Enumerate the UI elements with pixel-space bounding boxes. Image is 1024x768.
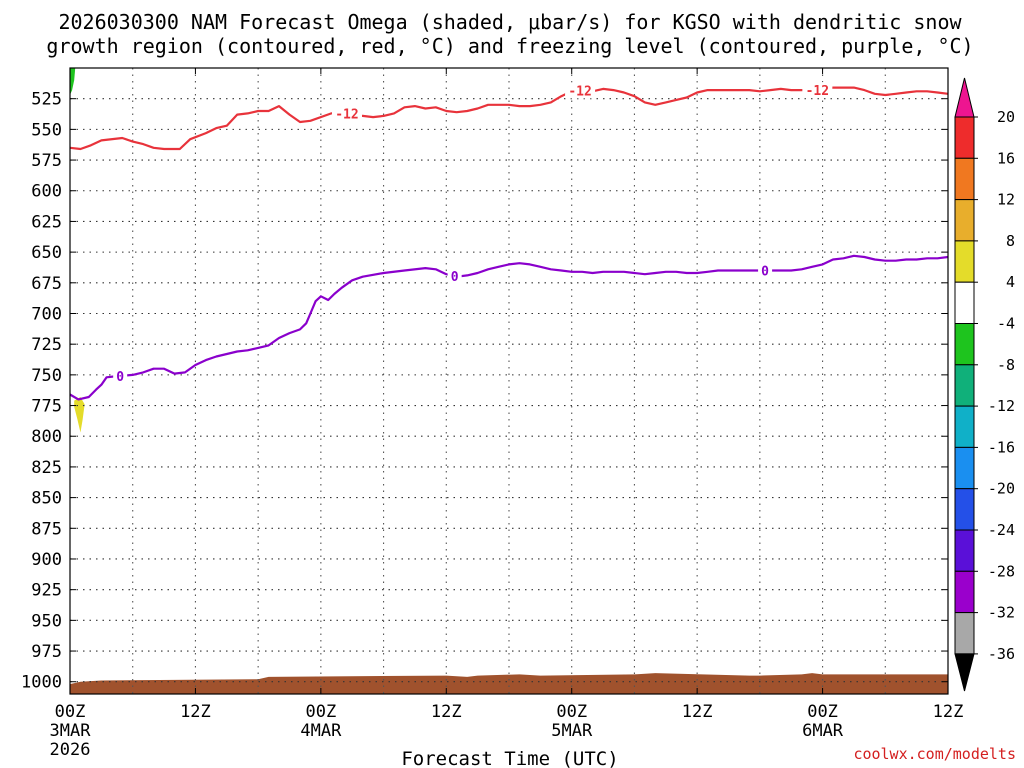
ytick-label-1000: 1000 xyxy=(21,673,62,693)
colorbar-label-7: -12 xyxy=(988,397,1015,415)
contour-label-1-1: 0 xyxy=(451,270,459,285)
contour-label-bg-1-0 xyxy=(113,367,128,384)
ytick-label-800: 800 xyxy=(31,427,62,447)
xtick-label-12h: 12Z xyxy=(180,702,211,722)
colorbar-band-1 xyxy=(954,157,975,201)
contour-label-bg-0-1 xyxy=(565,82,596,99)
contour-label-bg-0-2 xyxy=(802,82,833,99)
ytick-label-825: 825 xyxy=(31,458,62,478)
xtick-label-0h: 00Z xyxy=(55,702,86,722)
x-axis-label: Forecast Time (UTC) xyxy=(401,748,618,768)
colorbar-label-4: 4 xyxy=(1006,273,1015,291)
credit-text: coolwx.com/modelts xyxy=(853,745,1016,763)
contour-label-1-0: 0 xyxy=(116,370,124,385)
ytick-label-650: 650 xyxy=(31,243,62,263)
colorbar-bottom-arrow xyxy=(954,653,975,692)
xtick-date-0h: 3MAR xyxy=(50,721,92,741)
colorbar-label-1: 16 xyxy=(997,149,1015,167)
contour-label-bg-1-1 xyxy=(447,268,462,285)
colorbar-label-2: 12 xyxy=(997,191,1015,209)
colorbar-label-11: -28 xyxy=(988,562,1015,580)
ytick-label-550: 550 xyxy=(31,120,62,140)
chart-title-line1: 2026030300 NAM Forecast Omega (shaded, μ… xyxy=(58,10,962,34)
xtick-date-72h: 6MAR xyxy=(802,721,844,741)
xtick-label-24h: 00Z xyxy=(305,702,336,722)
xtick-year-0h: 2026 xyxy=(50,740,91,760)
xtick-label-72h: 00Z xyxy=(807,702,838,722)
contour-label-bg-1-2 xyxy=(758,262,773,279)
ytick-label-900: 900 xyxy=(31,550,62,570)
ytick-label-600: 600 xyxy=(31,182,62,202)
colorbar-label-8: -16 xyxy=(988,438,1015,456)
xtick-label-48h: 00Z xyxy=(556,702,587,722)
colorbar-label-13: -36 xyxy=(988,645,1015,663)
ytick-label-725: 725 xyxy=(31,335,62,355)
colorbar-label-6: -8 xyxy=(997,356,1015,374)
colorbar-label-12: -32 xyxy=(988,604,1015,622)
xtick-date-48h: 5MAR xyxy=(551,721,593,741)
contour-label-1-2: 0 xyxy=(761,265,769,280)
colorbar-band-10 xyxy=(954,529,975,572)
colorbar-label-0: 20 xyxy=(997,108,1015,126)
colorbar-band-7 xyxy=(954,405,975,448)
colorbar-band-3 xyxy=(954,240,975,283)
colorbar-label-5: -4 xyxy=(997,315,1015,333)
contour-label-bg-0-0 xyxy=(331,105,362,122)
colorbar-label-10: -24 xyxy=(988,521,1015,539)
ytick-label-750: 750 xyxy=(31,366,62,386)
colorbar-band-9 xyxy=(954,488,975,531)
ytick-label-925: 925 xyxy=(31,581,62,601)
ytick-label-950: 950 xyxy=(31,611,62,631)
plot-area: 525 550 575 600 625 650 675 700 725 750 775 800 825 8… xyxy=(21,67,964,760)
contour-label-0-2: -12 xyxy=(806,84,829,99)
chart-title-line2: growth region (contoured, red, °C) and f… xyxy=(46,34,973,58)
colorbar-band-4 xyxy=(954,281,975,325)
omega-colorbar: 20 16 12 8 4 -4 -8 -12 -16 -20 -24 -28 -32 -36 xyxy=(954,77,1015,692)
terrain-fill xyxy=(70,673,948,694)
colorbar-band-6 xyxy=(954,364,975,407)
ytick-label-775: 775 xyxy=(31,397,62,417)
xtick-date-24h: 4MAR xyxy=(300,721,342,741)
colorbar-band-5 xyxy=(954,323,975,366)
colorbar-band-11 xyxy=(954,570,975,614)
colorbar-label-9: -20 xyxy=(988,480,1015,498)
omega-yellow-patch xyxy=(74,396,85,433)
xtick-label-84h: 12Z xyxy=(933,702,964,722)
xtick-label-36h: 12Z xyxy=(431,702,462,722)
ytick-label-675: 675 xyxy=(31,274,62,294)
ytick-label-575: 575 xyxy=(31,151,62,171)
ytick-label-525: 525 xyxy=(31,90,62,110)
colorbar-band-12 xyxy=(954,612,975,655)
contour-line-freezing xyxy=(69,254,949,401)
ytick-label-975: 975 xyxy=(31,642,62,662)
plot-frame xyxy=(69,67,949,695)
colorbar-band-0 xyxy=(954,116,975,159)
colorbar-band-8 xyxy=(954,446,975,490)
colorbar-band-2 xyxy=(954,199,975,242)
colorbar-label-3: 8 xyxy=(1006,232,1015,250)
omega-green-patch xyxy=(70,68,76,96)
xtick-label-60h: 12Z xyxy=(682,702,713,722)
ytick-label-875: 875 xyxy=(31,519,62,539)
contour-label-0-1: -12 xyxy=(568,84,591,99)
ytick-label-850: 850 xyxy=(31,489,62,509)
ytick-label-625: 625 xyxy=(31,212,62,232)
contour-label-0-0: -12 xyxy=(335,107,358,122)
colorbar-top-arrow xyxy=(954,77,975,118)
ytick-label-700: 700 xyxy=(31,304,62,324)
